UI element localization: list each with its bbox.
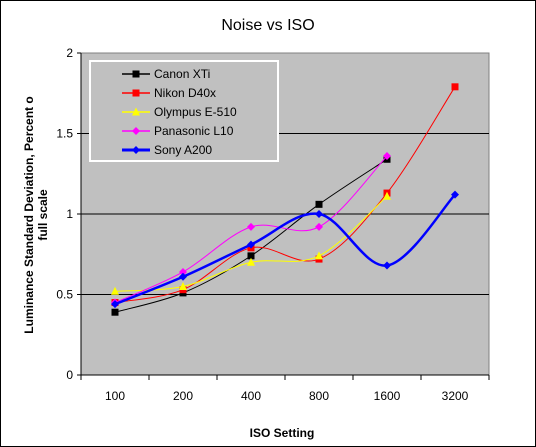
legend-marker-panasonic-l10	[132, 127, 140, 135]
y-tick-label: 1.5	[56, 127, 73, 141]
data-point-olympus-e-510	[247, 257, 255, 266]
chart-title: Noise vs ISO	[221, 17, 314, 34]
data-point-panasonic-l10	[179, 267, 187, 276]
data-point-sony-a200	[111, 300, 119, 309]
legend-label-nikon-d40x: Nikon D40x	[154, 86, 216, 100]
data-point-olympus-e-510	[111, 286, 119, 295]
x-tick-label: 100	[105, 389, 125, 403]
x-tick-label: 400	[241, 389, 261, 403]
data-point-sony-a200	[247, 240, 255, 249]
legend-marker-olympus-e-510	[132, 107, 140, 116]
y-tick-label: 1	[66, 207, 73, 221]
x-tick-label: 800	[309, 389, 329, 403]
data-point-sony-a200	[179, 272, 187, 281]
legend-marker-canon-xti	[132, 70, 140, 78]
data-point-panasonic-l10	[315, 222, 323, 231]
data-point-panasonic-l10	[383, 152, 391, 161]
x-axis-title: ISO Setting	[250, 426, 315, 440]
data-point-olympus-e-510	[383, 191, 391, 200]
y-tick-label: 2	[66, 46, 73, 60]
series-olympus-e-510	[111, 191, 391, 295]
data-point-sony-a200	[451, 190, 459, 199]
y-axis-title-line-2: full scale	[36, 189, 50, 241]
legend-box	[89, 60, 279, 162]
series-panasonic-l10	[111, 152, 391, 307]
legend-marker-sony-a200	[132, 146, 140, 154]
legend-label-panasonic-l10: Panasonic L10	[154, 124, 234, 138]
data-point-canon-xti	[247, 252, 255, 260]
legend-marker-nikon-d40x	[132, 89, 140, 97]
data-point-panasonic-l10	[247, 222, 255, 231]
axes: 0 0.5 1 1.5 2 100 200 400 800 1600 3200	[56, 46, 490, 403]
y-axis-title-line-1: Luminance Standard Deviation, Percent o	[22, 96, 36, 333]
data-point-sony-a200	[383, 261, 391, 270]
x-tick-label: 200	[173, 389, 193, 403]
legend-label-sony-a200: Sony A200	[154, 143, 212, 157]
series-sony-a200	[111, 190, 459, 309]
data-point-canon-xti	[315, 200, 323, 208]
data-point-sony-a200	[315, 210, 323, 218]
x-tick-label: 1600	[374, 389, 401, 403]
legend: Canon XTi Nikon D40x Olympus E-510 Panasoni…	[89, 60, 279, 162]
y-tick-label: 0.5	[56, 288, 73, 302]
legend-label-olympus-e-510: Olympus E-510	[154, 105, 237, 119]
data-point-olympus-e-510	[315, 251, 323, 260]
y-tick-label: 0	[66, 368, 73, 382]
data-point-olympus-e-510	[179, 281, 187, 290]
series-layer	[111, 83, 459, 316]
data-point-nikon-d40x	[451, 83, 459, 91]
x-tick-label: 3200	[442, 389, 469, 403]
legend-label-canon-xti: Canon XTi	[154, 67, 210, 81]
data-point-canon-xti	[111, 308, 119, 316]
